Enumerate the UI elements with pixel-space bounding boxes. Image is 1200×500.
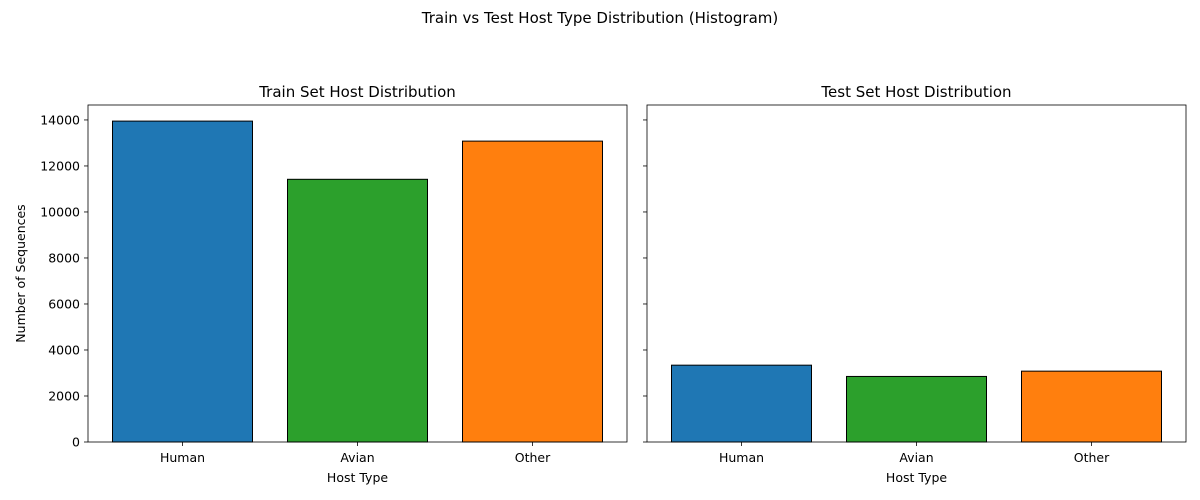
train-xtick-label: Avian (340, 450, 374, 465)
train-bar-other (462, 140, 603, 443)
train-panel: 0 2000 4000 6000 8000 10000 12000 14000 Human Avi… (13, 83, 628, 485)
train-bar-human (112, 120, 253, 443)
train-bar-avian (287, 178, 428, 443)
train-xtick-label: Other (515, 450, 551, 465)
test-xtick-label: Avian (899, 450, 933, 465)
train-x-axis-label: Host Type (327, 470, 388, 485)
train-chart-title: Train Set Host Distribution (258, 83, 456, 101)
train-ytick-label: 4000 (48, 342, 80, 357)
train-ytick-label: 6000 (48, 296, 80, 311)
train-ytick-label: 10000 (40, 204, 80, 219)
train-ytick-label: 0 (72, 435, 80, 450)
figure-suptitle: Train vs Test Host Type Distribution (Hi… (421, 9, 778, 27)
test-bar-human (671, 364, 812, 443)
train-ytick-label: 8000 (48, 250, 80, 265)
test-panel: Human Avian Other Test Set Host Distributio… (643, 83, 1187, 485)
train-ytick-label: 12000 (40, 158, 80, 173)
test-bar-avian (846, 375, 987, 443)
train-ytick-label: 14000 (40, 112, 80, 127)
train-ytick-label: 2000 (48, 388, 80, 403)
test-bar-other (1021, 370, 1162, 443)
test-xtick-label: Human (719, 450, 764, 465)
test-chart-title: Test Set Host Distribution (820, 83, 1011, 101)
test-x-axis-label: Host Type (886, 470, 947, 485)
test-xtick-label: Other (1074, 450, 1110, 465)
train-xtick-label: Human (160, 450, 205, 465)
train-y-axis-label: Number of Sequences (13, 204, 28, 342)
